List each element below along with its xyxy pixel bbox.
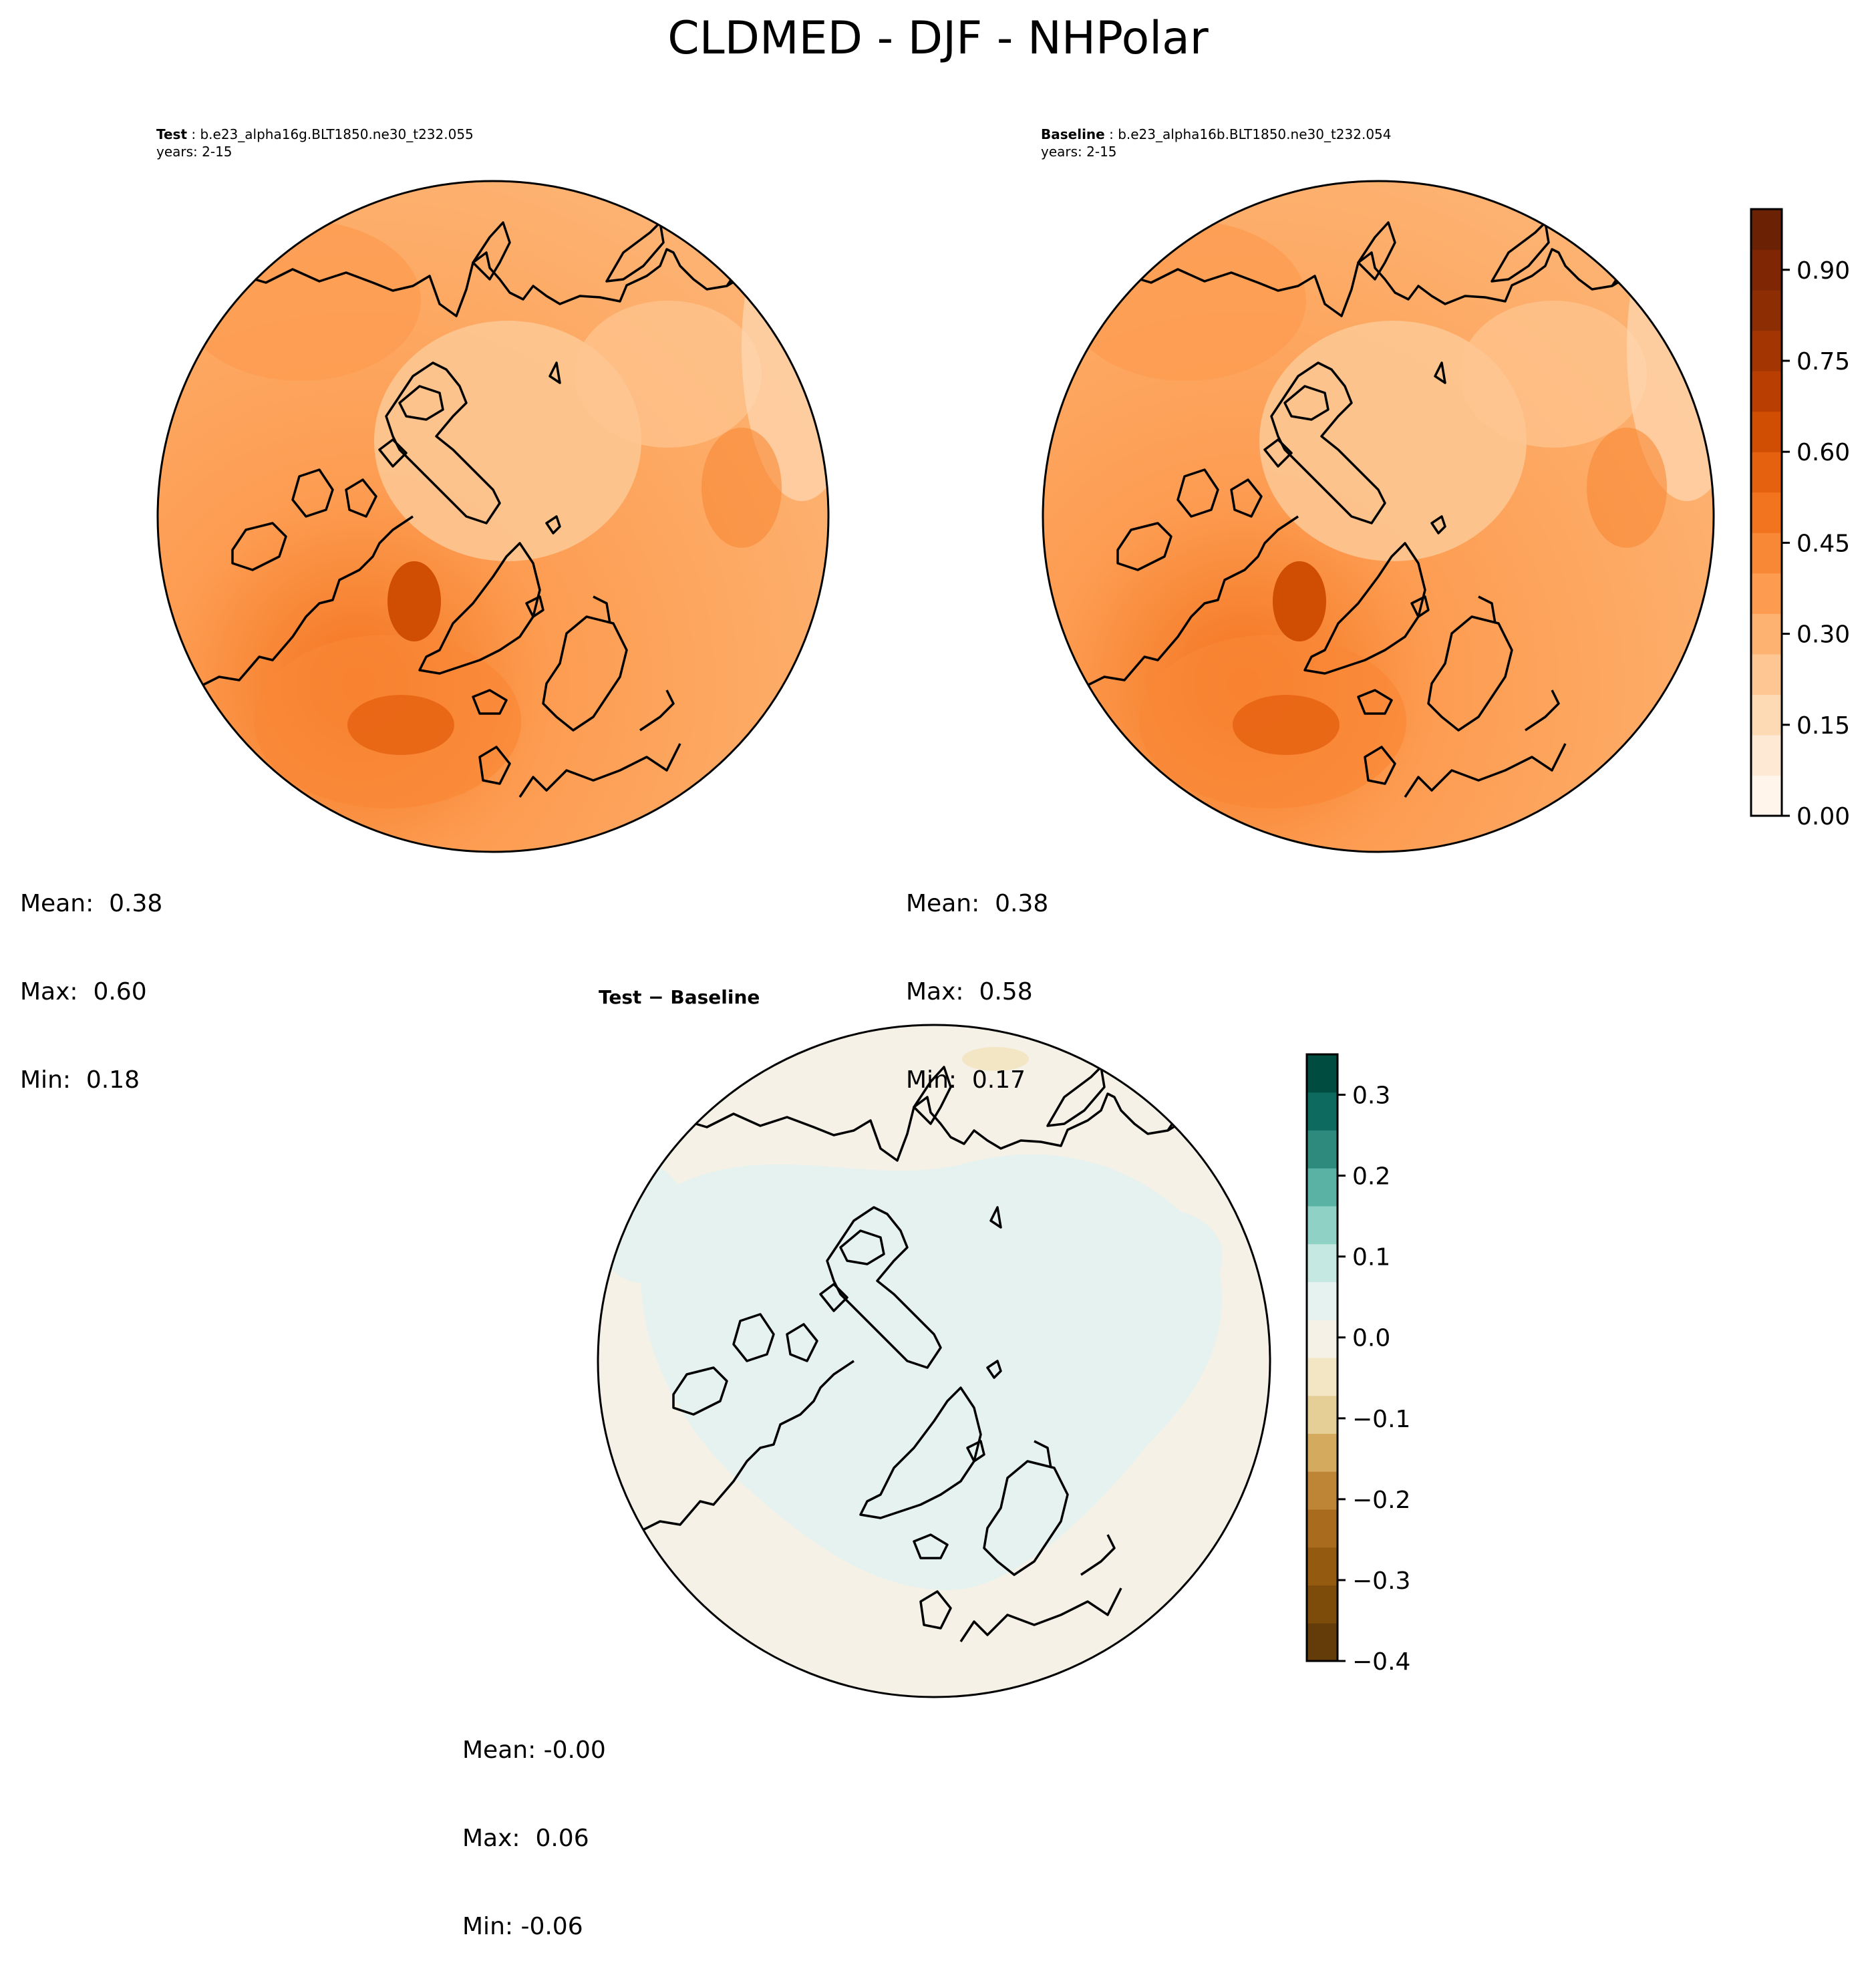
difference-mean: Mean: -0.00 (462, 1736, 606, 1764)
main-colorbar-color-segment (1751, 290, 1782, 331)
test-panel-title: Test : b.e23_alpha16g.BLT1850.ne30_t232.… (156, 126, 474, 160)
difference-colorbar-color-segment (1307, 1585, 1338, 1624)
figure-canvas: 0.000.150.300.450.600.750.90 0.30.20.10.… (156, 180, 1850, 1698)
main-colorbar-tick-label: 0.60 (1796, 439, 1850, 466)
baseline-stats: Mean: 0.38 Max: 0.58 Min: 0.17 (906, 830, 1048, 1124)
main-colorbar-color-segment (1751, 613, 1782, 655)
figure-title: CLDMED - DJF - NHPolar (667, 12, 1209, 65)
difference-colorbar-color-segment (1307, 1243, 1338, 1282)
difference-colorbar-tick-label: −0.4 (1352, 1648, 1410, 1676)
difference-colorbar: 0.3 0.2 0.1 0.0 −0.1 −0.2 −0.3 −0.4 (1305, 1053, 1410, 1676)
baseline-panel-title: Baseline : b.e23_alpha16b.BLT1850.ne30_t… (1041, 126, 1392, 160)
difference-max: Max: 0.06 (462, 1825, 589, 1852)
test-min: Min: 0.18 (20, 1066, 140, 1094)
difference-panel-title: Test − Baseline (599, 986, 760, 1008)
difference-colorbar-color-segment (1307, 1168, 1338, 1207)
difference-colorbar-color-segment (1307, 1471, 1338, 1510)
main-colorbar-tick-label: 0.75 (1796, 348, 1850, 375)
baseline-case-name: b.e23_alpha16b.BLT1850.ne30_t232.054 (1118, 126, 1392, 142)
main-colorbar-color-segment (1751, 734, 1782, 776)
main-colorbar-tick-label: 0.30 (1796, 621, 1850, 649)
difference-colorbar-tick-label: 0.0 (1352, 1325, 1390, 1352)
main-colorbar-frame (1750, 208, 1783, 817)
test-max: Max: 0.60 (20, 978, 147, 1006)
baseline-min: Min: 0.17 (906, 1066, 1026, 1094)
main-colorbar-tick-label: 0.00 (1796, 803, 1850, 830)
main-colorbar-color-segment (1751, 775, 1782, 816)
test-years: years: 2-15 (156, 144, 232, 160)
baseline-map (1042, 180, 1715, 853)
difference-colorbar-tick-label: −0.3 (1352, 1567, 1410, 1595)
difference-colorbar-color-segment (1307, 1130, 1338, 1169)
test-map (156, 180, 830, 853)
baseline-max: Max: 0.58 (906, 978, 1033, 1006)
difference-colorbar-color-segment (1307, 1623, 1338, 1662)
difference-colorbar-frame (1305, 1053, 1339, 1662)
difference-colorbar-color-segment (1307, 1320, 1338, 1358)
main-colorbar: 0.00 0.15 0.30 0.45 0.60 0.75 0.90 (1750, 208, 1850, 830)
main-colorbar-color-segment (1751, 371, 1782, 412)
difference-colorbar-color-segment (1307, 1395, 1338, 1434)
baseline-mean: Mean: 0.38 (906, 890, 1049, 917)
baseline-label: Baseline (1041, 126, 1105, 142)
difference-min: Min: -0.06 (462, 1913, 583, 1940)
difference-colorbar-tick-label: −0.2 (1352, 1487, 1410, 1514)
main-colorbar-tick-label: 0.15 (1796, 712, 1850, 740)
difference-colorbar-color-segment (1307, 1281, 1338, 1320)
test-label: Test (156, 126, 188, 142)
difference-colorbar-tick-label: 0.2 (1352, 1163, 1390, 1191)
difference-colorbar-color-segment (1307, 1054, 1338, 1093)
test-stats: Mean: 0.38 Max: 0.60 Min: 0.18 (20, 830, 162, 1124)
main-colorbar-color-segment (1751, 249, 1782, 291)
main-colorbar-color-segment (1751, 452, 1782, 493)
difference-colorbar-color-segment (1307, 1206, 1338, 1245)
test-case-name: b.e23_alpha16g.BLT1850.ne30_t232.055 (200, 126, 474, 142)
difference-map (597, 1024, 1271, 1698)
main-colorbar-color-segment (1751, 209, 1782, 251)
main-colorbar-color-segment (1751, 694, 1782, 736)
difference-colorbar-color-segment (1307, 1547, 1338, 1585)
main-colorbar-tick-label: 0.90 (1796, 257, 1850, 285)
difference-colorbar-tick-label: −0.1 (1352, 1406, 1410, 1433)
difference-colorbar-color-segment (1307, 1433, 1338, 1472)
main-colorbar-color-segment (1751, 411, 1782, 452)
main-colorbar-color-segment (1751, 492, 1782, 533)
difference-stats: Mean: -0.00 Max: 0.06 Min: -0.06 (462, 1677, 606, 1971)
difference-colorbar-color-segment (1307, 1358, 1338, 1396)
test-mean: Mean: 0.38 (20, 890, 163, 917)
main-colorbar-color-segment (1751, 330, 1782, 371)
difference-colorbar-color-segment (1307, 1092, 1338, 1130)
main-colorbar-color-segment (1751, 653, 1782, 695)
difference-colorbar-tick-label: 0.3 (1352, 1082, 1390, 1110)
baseline-years: years: 2-15 (1041, 144, 1117, 160)
main-colorbar-color-segment (1751, 573, 1782, 614)
difference-colorbar-color-segment (1307, 1509, 1338, 1548)
difference-colorbar-tick-label: 0.1 (1352, 1244, 1390, 1271)
main-colorbar-color-segment (1751, 533, 1782, 574)
main-colorbar-tick-label: 0.45 (1796, 530, 1850, 557)
